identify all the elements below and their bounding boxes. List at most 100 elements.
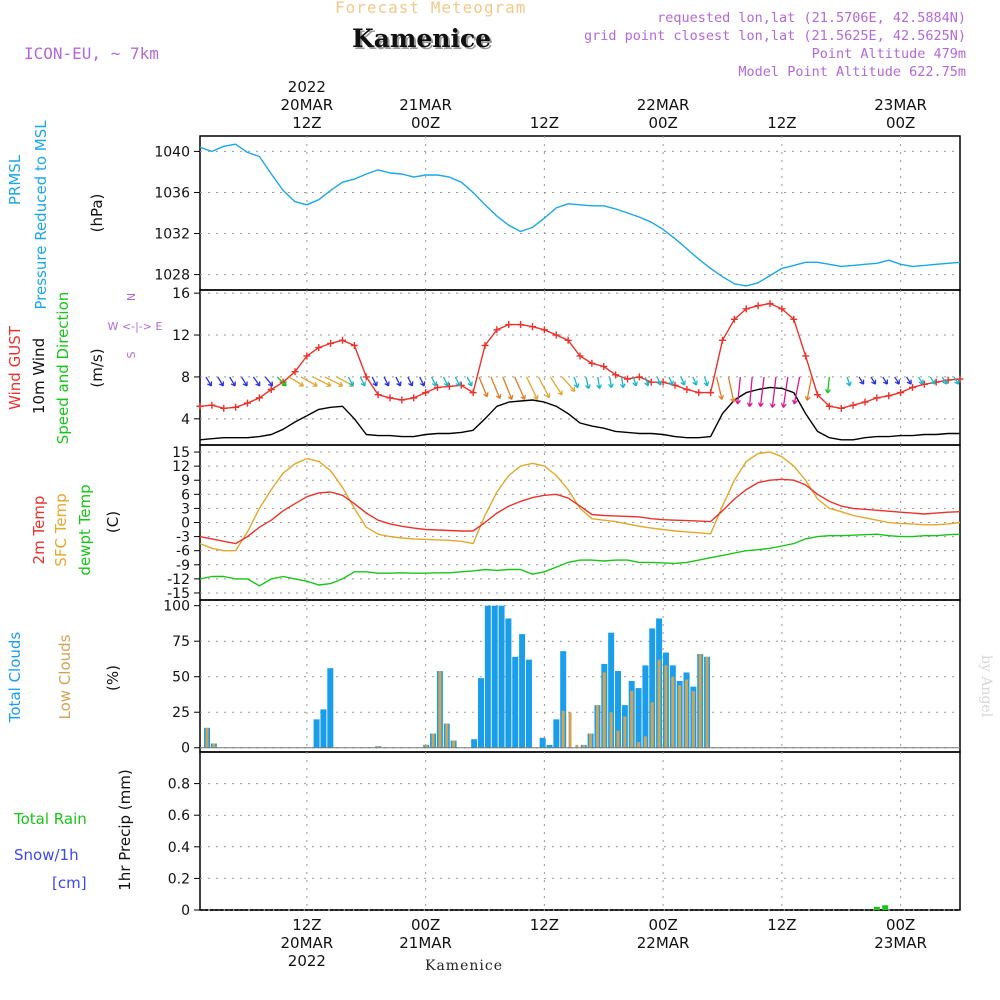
wind-vector <box>205 376 213 387</box>
wind-vector <box>537 376 551 399</box>
low-cloud-bar <box>205 727 209 748</box>
gust-marker <box>540 326 548 334</box>
gust-marker <box>683 385 691 393</box>
gust-marker <box>742 305 750 313</box>
low-cloud-bar <box>664 665 668 748</box>
wind-vector <box>804 376 813 401</box>
top-time-label: 00Z <box>886 114 915 132</box>
wind-vector <box>894 376 900 385</box>
wind-vector <box>792 376 801 405</box>
wind-vector <box>430 376 438 387</box>
gust-marker <box>410 394 418 402</box>
wind-vector <box>680 376 686 386</box>
low-cloud-bar <box>602 672 606 748</box>
low-cloud-bar <box>561 710 565 748</box>
wind-gust-label: Wind GUST <box>6 325 24 410</box>
wind-vector <box>825 376 831 394</box>
total-cloud-bar <box>649 628 656 748</box>
ytick-label-temperature: -15 <box>167 586 190 602</box>
wind-vector <box>407 376 414 387</box>
wind-vector <box>229 376 236 387</box>
low-cloud-bar <box>623 716 627 748</box>
total-cloud-bar <box>505 618 512 748</box>
total-cloud-bar <box>478 678 484 748</box>
top-time-label: 2022 <box>288 78 326 96</box>
ytick-label-clouds: 100 <box>163 599 190 615</box>
temp-2m-line <box>199 478 961 545</box>
low-cloud-bar <box>637 742 641 748</box>
bottom-time-label: 00Z <box>648 916 677 934</box>
gust-marker <box>445 382 453 390</box>
ytick-label-temperature: 9 <box>181 473 190 489</box>
low-cloud-bar <box>582 744 586 748</box>
gust-marker <box>873 394 881 402</box>
total-clouds-label: Total Clouds <box>6 632 24 724</box>
top-time-label: 00Z <box>648 114 677 132</box>
ytick-label-precip: 0 <box>181 903 190 919</box>
panel-frame-pressure <box>199 135 961 291</box>
gust-marker <box>576 352 584 360</box>
temp-2m-label: 2m Temp <box>30 496 48 565</box>
pressure-unit: (hPa) <box>88 194 106 233</box>
wind-vector <box>746 376 753 408</box>
low-cloud-bar <box>657 659 661 748</box>
ytick-label-wind: 16 <box>172 286 190 302</box>
model-label: ICON-EU, ~ 7km <box>24 44 159 63</box>
low-cloud-bar <box>678 685 682 748</box>
wind-vector <box>953 376 960 385</box>
wind-vector <box>769 376 777 408</box>
total-cloud-bar <box>327 668 334 748</box>
total-cloud-bar <box>553 719 560 748</box>
compass-we: W <-|-> E <box>108 320 163 333</box>
total-cloud-bar <box>546 744 553 748</box>
gust-marker <box>552 331 560 339</box>
grid-point-coords: grid point closest lon,lat (21.5625E, 42… <box>583 28 966 44</box>
ytick-label-wind: 4 <box>181 412 190 428</box>
total-cloud-bar <box>471 739 478 748</box>
low-cloud-bar <box>691 690 695 748</box>
ytick-label-temperature: 3 <box>181 501 190 517</box>
gust-marker <box>671 381 679 389</box>
gust-marker <box>481 342 489 350</box>
wind-vector <box>668 376 674 386</box>
wind-vector <box>735 376 741 405</box>
low-cloud-bar <box>595 705 599 748</box>
requested-coords: requested lon,lat (21.5706E, 42.5884N) <box>657 10 966 26</box>
total-cloud-bar <box>560 651 567 748</box>
gust-marker <box>327 339 335 347</box>
top-time-label: 21MAR <box>399 96 452 114</box>
gust-marker <box>350 342 358 350</box>
low-cloud-bar <box>424 744 428 748</box>
wind-vector <box>607 376 614 389</box>
gust-marker <box>766 300 774 308</box>
gust-marker <box>244 399 251 407</box>
gust-marker <box>624 375 631 383</box>
ytick-label-precip: 0.2 <box>168 871 190 887</box>
wind-vector <box>478 376 489 398</box>
low-cloud-bar <box>376 746 380 748</box>
top-time-label: 20MAR <box>281 96 334 114</box>
gust-marker <box>802 352 810 360</box>
gust-marker <box>564 336 572 344</box>
gust-marker <box>825 402 833 410</box>
gust-marker <box>220 404 228 412</box>
total-cloud-bar <box>635 688 642 748</box>
gust-marker <box>778 305 786 313</box>
gust-marker <box>339 336 346 344</box>
low-cloud-bar <box>575 744 579 748</box>
total-cloud-bar <box>615 671 621 748</box>
total-cloud-bar <box>519 634 526 748</box>
ytick-label-temperature: 15 <box>172 445 190 461</box>
gust-marker <box>398 396 406 404</box>
wind-vector <box>490 376 502 400</box>
bottom-time-label: 22MAR <box>637 934 690 952</box>
low-cloud-bar <box>643 736 647 748</box>
ytick-label-pressure: 1028 <box>154 268 190 284</box>
ytick-label-temperature: -12 <box>167 572 190 588</box>
clouds-unit: (%) <box>104 665 122 691</box>
wind-unit: (m/s) <box>88 348 106 387</box>
gust-marker <box>434 383 441 391</box>
low-clouds-label: Low Clouds <box>56 634 74 719</box>
wind-vector <box>573 376 580 389</box>
gust-marker <box>944 376 952 384</box>
